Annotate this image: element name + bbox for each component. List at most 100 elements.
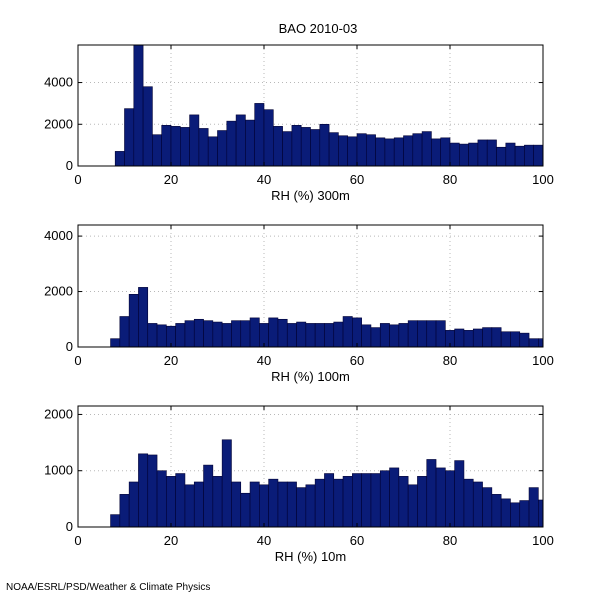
- histogram-bar: [463, 478, 474, 528]
- histogram-bar: [384, 138, 395, 167]
- histogram-bar: [449, 142, 460, 167]
- histogram-bar: [254, 103, 265, 167]
- histogram-bar: [212, 476, 223, 528]
- histogram-bar: [305, 323, 316, 348]
- histogram-bar: [221, 439, 232, 528]
- histogram-bar: [440, 137, 451, 167]
- histogram-bar: [500, 331, 511, 348]
- axes-frame: [77, 224, 544, 348]
- histogram-bar: [407, 484, 418, 528]
- histogram-bar: [393, 137, 404, 167]
- histogram-bar: [379, 323, 390, 348]
- histogram-bar: [249, 317, 260, 348]
- histogram-bar: [212, 321, 223, 348]
- histogram-bar: [124, 108, 135, 167]
- x-tick-label: 0: [74, 172, 81, 187]
- histogram-bar: [184, 484, 195, 528]
- histogram-bar: [361, 324, 372, 348]
- histogram-bar: [296, 487, 307, 528]
- histogram-bar: [245, 119, 255, 167]
- histogram-bar: [114, 151, 125, 167]
- histogram-bar: [268, 478, 279, 528]
- histogram-bar: [175, 473, 186, 528]
- histogram-bar: [426, 320, 437, 348]
- histogram-bar: [510, 502, 521, 528]
- histogram-bar: [203, 464, 214, 528]
- histogram-bar: [166, 476, 176, 528]
- histogram-bar: [152, 134, 162, 167]
- histogram-bar: [240, 320, 251, 348]
- histogram-bar: [417, 476, 428, 528]
- histogram-bar: [231, 481, 242, 528]
- histogram-bar: [389, 324, 400, 348]
- y-tick-label: 2000: [44, 284, 73, 299]
- y-tick-label: 2000: [44, 116, 73, 131]
- y-tick-label: 0: [66, 158, 73, 173]
- histogram-bar: [193, 318, 204, 348]
- histogram-bar: [324, 473, 335, 528]
- histogram-bar: [300, 127, 311, 167]
- histogram-bar: [221, 323, 232, 348]
- x-tick-label: 60: [350, 353, 364, 368]
- x-tick-label: 60: [350, 533, 364, 548]
- histogram-bar: [310, 129, 321, 167]
- histogram-bar: [370, 473, 381, 528]
- histogram-bar: [338, 135, 348, 167]
- y-tick-label: 2000: [44, 406, 73, 421]
- y-tick-label: 4000: [44, 75, 73, 90]
- histogram-bar: [491, 327, 502, 348]
- histogram-bar: [477, 139, 488, 167]
- histogram-panel-1: 0 20 40 60 80 100 0 2000 4000 RH (%) 300m: [44, 44, 554, 203]
- histogram-bar: [435, 320, 446, 348]
- histogram-bar: [528, 487, 539, 528]
- histogram-bar: [319, 123, 330, 167]
- histogram-bar: [286, 323, 297, 348]
- histogram-bar: [505, 142, 516, 167]
- histogram-bar: [175, 323, 186, 348]
- histogram-bar: [138, 453, 149, 528]
- x-tick-label: 20: [164, 353, 178, 368]
- x-axis-label: RH (%) 300m: [271, 188, 350, 203]
- histogram-bar: [170, 126, 181, 167]
- histogram-bar: [305, 484, 316, 528]
- histogram-bar: [296, 321, 307, 348]
- histogram-bar: [128, 294, 139, 348]
- histogram-bar: [379, 470, 390, 528]
- histogram-bar: [119, 494, 130, 528]
- histogram-bar: [193, 481, 204, 528]
- histogram-bar: [333, 478, 344, 528]
- histogram-bar: [286, 481, 297, 528]
- histogram-panel-2: 0 20 40 60 80 100 0 2000 4000 RH (%) 100m: [44, 224, 554, 384]
- histogram-bar: [147, 323, 158, 348]
- x-tick-label: 40: [257, 172, 271, 187]
- histogram-bar: [342, 476, 353, 528]
- histogram-bar: [398, 323, 409, 348]
- histogram-bar: [482, 487, 493, 528]
- y-tick-label: 1000: [44, 463, 73, 478]
- histogram-bar: [458, 143, 469, 167]
- x-tick-label: 100: [532, 353, 554, 368]
- histogram-bar: [412, 133, 423, 167]
- histogram-bar: [324, 323, 335, 348]
- histogram-bar: [147, 454, 158, 528]
- footer-credit: NOAA/ESRL/PSD/Weather & Climate Physics: [6, 582, 211, 593]
- histogram-bar: [180, 127, 190, 167]
- histogram-bar: [445, 470, 455, 528]
- histogram-bar: [133, 44, 144, 167]
- x-tick-label: 20: [164, 533, 178, 548]
- histogram-bar: [514, 145, 525, 167]
- histogram-bar: [291, 125, 302, 167]
- histogram-bar: [431, 138, 441, 167]
- histogram-bar: [277, 318, 288, 348]
- x-tick-label: 40: [257, 533, 271, 548]
- y-tick-label: 0: [66, 339, 73, 354]
- histogram-bar: [375, 137, 386, 167]
- histogram-bar: [110, 338, 121, 348]
- histogram-bar: [356, 133, 367, 167]
- axes-frame: [77, 44, 544, 167]
- histogram-bar: [417, 320, 428, 348]
- x-axis-label: RH (%) 100m: [271, 369, 350, 384]
- x-tick-label: 40: [257, 353, 271, 368]
- histogram-bar: [142, 86, 153, 167]
